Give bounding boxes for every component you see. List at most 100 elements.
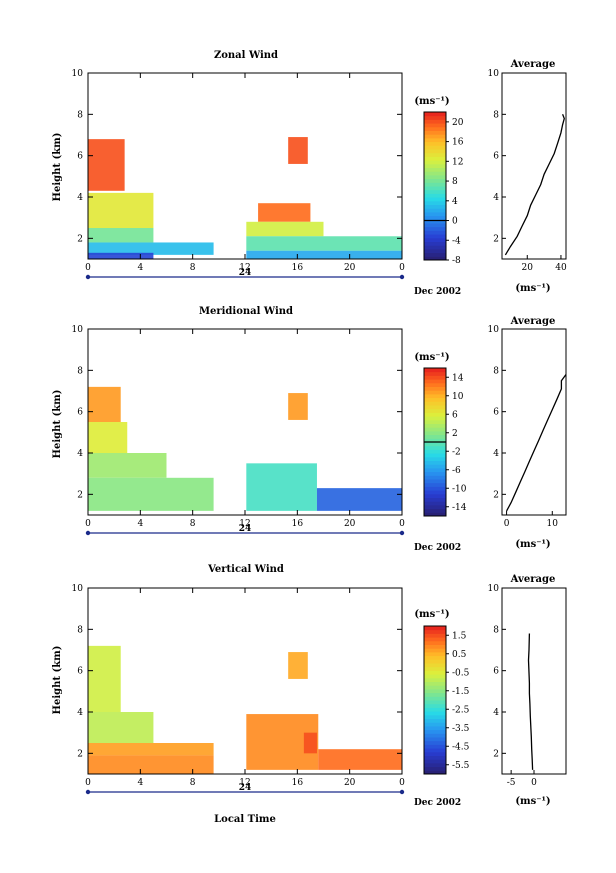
colorbar-strip-0-4	[424, 241, 446, 246]
avg-xtick-label-2-1: 0	[531, 778, 537, 788]
ytick-label-2-1: 8	[77, 625, 83, 635]
heatmap-cell-0-0	[88, 139, 125, 191]
avg-ytick-label-2-2: 6	[493, 667, 499, 677]
colorbar-strip-2-25	[424, 677, 446, 682]
heatmap-cell-2-6	[303, 732, 317, 754]
colorbar-strip-1-34	[424, 386, 446, 391]
colorbar-strip-2-2	[424, 762, 446, 768]
xtick-label-1-2: 8	[190, 519, 196, 529]
day-label-2: 24	[239, 783, 252, 793]
heatmap-cell-1-6	[316, 488, 402, 511]
avg-xlabel-vertical: (ms⁻¹)	[515, 796, 550, 807]
day-bar-start-0	[85, 274, 91, 280]
colorbar-strip-2-17	[424, 707, 446, 712]
colorbar-strip-0-37	[424, 119, 446, 124]
avg-xtick-label-2-0: -5	[507, 778, 516, 788]
colorbar-strip-0-36	[424, 123, 446, 128]
colorbar-strip-0-35	[424, 126, 446, 131]
colorbar-strip-1-21	[424, 434, 446, 439]
colorbar-unit-zonal: (ms⁻¹)	[414, 96, 449, 107]
colorbar-strip-2-8	[424, 740, 446, 745]
colorbar-label-1-5: -6	[452, 466, 461, 476]
panel-title-zonal: Zonal Wind	[214, 50, 278, 61]
colorbar-strip-1-2	[424, 504, 446, 510]
heatmap-cell-2-7	[318, 749, 402, 770]
colorbar-strip-0-16	[424, 197, 446, 202]
day-bar-end-1	[399, 530, 405, 536]
colorbar-strip-0-15	[424, 200, 446, 205]
colorbar-strip-1-0	[424, 512, 446, 517]
colorbar-strip-2-7	[424, 744, 446, 749]
colorbar-strip-0-38	[424, 115, 446, 120]
colorbar-strip-1-16	[424, 453, 446, 458]
colorbar-strip-1-17	[424, 449, 446, 454]
colorbar-label-0-2: 12	[452, 157, 463, 167]
colorbar-strip-1-12	[424, 467, 446, 473]
heatmap-cell-0-7	[246, 221, 324, 237]
colorbar-strip-0-27	[424, 156, 446, 161]
colorbar-strip-2-19	[424, 700, 446, 705]
panel-title-vertical: Vertical Wind	[207, 564, 284, 575]
colorbar-strip-0-19	[424, 186, 446, 191]
heatmap-cell-1-4	[288, 393, 308, 420]
heatmap-cell-0-1	[88, 192, 154, 228]
colorbar-label-0-1: 16	[452, 138, 464, 148]
avg-xlabel-meridional: (ms⁻¹)	[515, 539, 550, 550]
avg-ytick-label-2-3: 4	[493, 708, 499, 718]
colorbar-label-0-7: -8	[452, 256, 461, 266]
heatmap-cell-1-2	[88, 453, 167, 478]
colorbar-label-1-7: -14	[452, 503, 467, 513]
avg-title-meridional: Average	[510, 316, 556, 327]
colorbar-strip-2-9	[424, 737, 446, 742]
avg-ytick-label-2-1: 8	[493, 625, 499, 635]
colorbar-strip-1-22	[424, 430, 446, 436]
colorbar-strip-0-22	[424, 174, 446, 180]
ytick-label-1-1: 8	[77, 366, 83, 376]
colorbar-strip-0-21	[424, 178, 446, 183]
colorbar-strip-0-13	[424, 208, 446, 213]
colorbar-strip-1-32	[424, 393, 446, 399]
colorbar-strip-2-16	[424, 711, 446, 716]
heatmap-cell-0-6	[258, 203, 311, 222]
xtick-label-2-2: 8	[190, 778, 196, 788]
heatmap-cell-0-4	[88, 252, 154, 259]
colorbar-label-2-4: -2.5	[452, 705, 470, 715]
colorbar-label-0-3: 8	[452, 177, 458, 187]
colorbar-strip-0-33	[424, 134, 446, 139]
ytick-label-0-0: 10	[72, 69, 84, 79]
colorbar-strip-2-12	[424, 725, 446, 731]
colorbar-label-0-0: 20	[452, 118, 464, 128]
colorbar-strip-1-5	[424, 493, 446, 498]
colorbar-strip-1-13	[424, 464, 446, 469]
xtick-label-2-4: 16	[292, 778, 304, 788]
day-bar-start-1	[85, 530, 91, 536]
colorbar-strip-1-33	[424, 390, 446, 395]
avg-profile-line-0	[504, 114, 565, 256]
colorbar-strip-0-30	[424, 145, 446, 150]
colorbar-strip-1-35	[424, 382, 446, 387]
heatmap-cell-2-1	[88, 712, 154, 743]
colorbar-label-2-7: -5.5	[452, 761, 470, 771]
day-label-1: 24	[239, 524, 252, 534]
colorbar-strip-2-36	[424, 637, 446, 642]
colorbar-strip-0-14	[424, 204, 446, 209]
day-label-0: 24	[239, 268, 252, 278]
avg-ytick-label-1-1: 8	[493, 366, 499, 376]
colorbar-strip-0-7	[424, 230, 446, 235]
colorbar-strip-2-20	[424, 696, 446, 701]
colorbar-strip-1-27	[424, 412, 446, 417]
colorbar-strip-0-6	[424, 234, 446, 239]
colorbar-strip-2-4	[424, 755, 446, 760]
panel-title-meridional: Meridional Wind	[199, 306, 293, 317]
colorbar-strip-0-26	[424, 160, 446, 165]
colorbar-strip-1-18	[424, 445, 446, 450]
xtick-label-0-3: 12	[239, 263, 250, 273]
colorbar-strip-2-29	[424, 663, 446, 668]
colorbar-strip-1-31	[424, 397, 446, 402]
colorbar-strip-0-24	[424, 167, 446, 172]
heatmap-cell-0-2	[88, 228, 154, 243]
colorbar-strip-1-1	[424, 508, 446, 513]
colorbar-strip-0-34	[424, 130, 446, 135]
avg-ytick-label-2-0: 10	[488, 584, 500, 594]
ytick-label-2-4: 2	[77, 749, 83, 759]
